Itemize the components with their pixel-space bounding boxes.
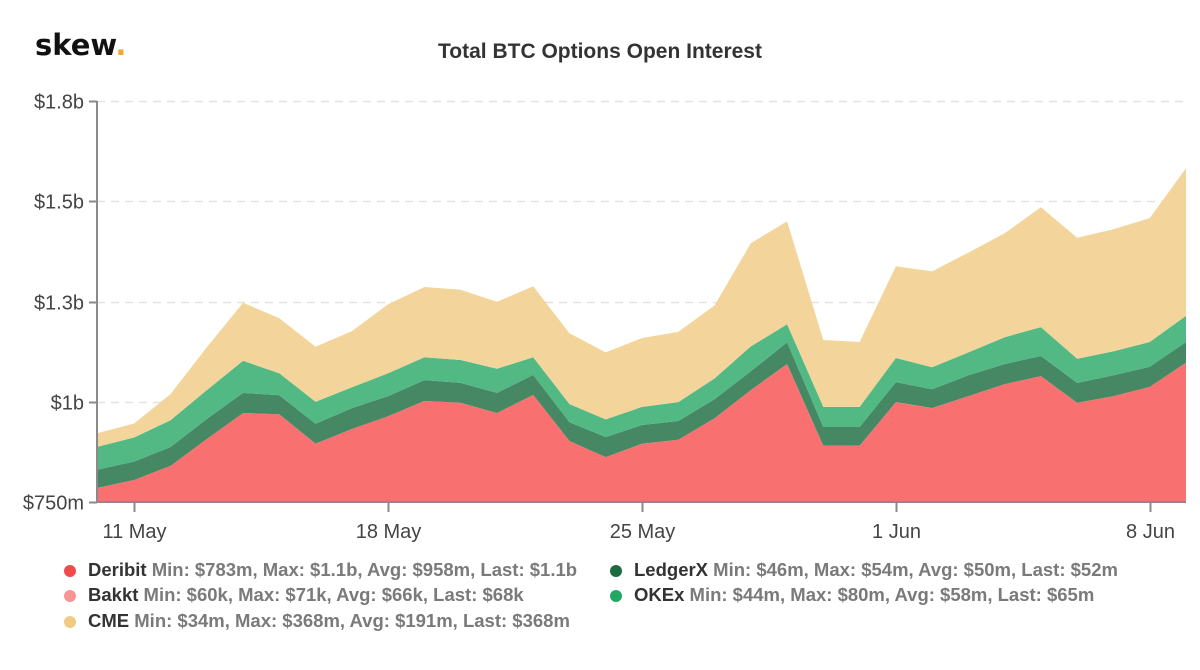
bakkt-dot-icon (64, 590, 76, 602)
deribit-dot-icon (64, 565, 76, 577)
legend-name: Deribit (88, 559, 147, 580)
stacked-areas (98, 168, 1186, 502)
okex-dot-icon (610, 590, 622, 602)
legend-stats: Min: $60k, Max: $71k, Avg: $66k, Last: $… (143, 584, 524, 605)
cme-dot-icon (64, 616, 76, 628)
legend-name: LedgerX (634, 559, 709, 580)
y-tick-label: $1b (51, 393, 84, 415)
y-tick-label: $1.3b (34, 293, 84, 315)
legend-name: CME (88, 610, 130, 631)
legend-stats: Min: $783m, Max: $1.1b, Avg: $958m, Last… (151, 559, 578, 580)
legend-name: OKEx (634, 584, 685, 605)
legend-stats: Min: $44m, Max: $80m, Avg: $58m, Last: $… (689, 584, 1095, 605)
y-tick-label: $1.5b (34, 192, 84, 214)
area-deribit (98, 362, 1186, 502)
area-cme (98, 168, 1186, 447)
x-ticks: 11 May 18 May 25 May 1 Jun 8 Jun (102, 502, 1175, 543)
x-tick-label: 18 May (356, 521, 422, 543)
skew-logo: skew. (35, 28, 126, 62)
legend-stats: Min: $34m, Max: $368m, Avg: $191m, Last:… (134, 610, 570, 631)
y-tick-label: $1.8b (34, 92, 84, 114)
legend-stats: Min: $46m, Max: $54m, Avg: $50m, Last: $… (713, 559, 1118, 580)
x-tick-label: 11 May (102, 521, 166, 543)
logo-text: skew (35, 28, 116, 62)
logo-dot: . (115, 28, 127, 62)
x-tick-label: 1 Jun (872, 521, 921, 543)
chart: $750m $1b $1.3b $1.5b $1.8b 11 May 18 May 25 M… (23, 92, 1186, 543)
legend-name: Bakkt (88, 584, 139, 605)
chart-title: Total BTC Options Open Interest (438, 40, 762, 63)
x-tick-label: 8 Jun (1126, 521, 1175, 543)
x-tick-label: 25 May (610, 521, 676, 543)
y-tick-label: $750m (23, 493, 84, 515)
ledgerx-dot-icon (610, 565, 622, 577)
y-ticks: $750m $1b $1.3b $1.5b $1.8b (23, 92, 97, 515)
